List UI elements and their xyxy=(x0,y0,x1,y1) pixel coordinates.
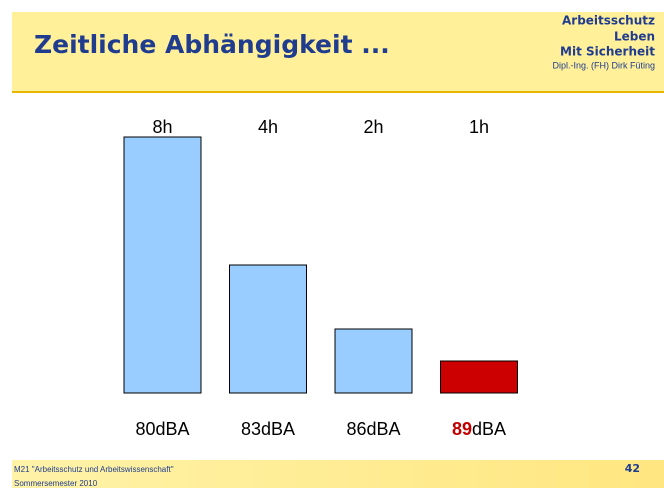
value-label: 2h xyxy=(363,117,383,137)
category-label: 83dBA xyxy=(241,419,295,439)
slide-title: Zeitliche Abhängigkeit ... xyxy=(34,30,390,59)
category-label: 89dBA xyxy=(452,419,506,439)
footer-course: M21 "Arbeitsschutz und Arbeitswissenscha… xyxy=(14,465,174,474)
value-label: 1h xyxy=(469,117,489,137)
brand-line: Leben xyxy=(614,30,655,44)
bar xyxy=(229,264,307,394)
chart: 8h 80dBA 4h 83dBA 2h 86dBA 1h 89dBA xyxy=(123,117,518,439)
category-label: 86dBA xyxy=(346,419,400,439)
value-label: 4h xyxy=(258,117,278,137)
category-part: 80dBA xyxy=(135,419,189,439)
brand-line: Mit Sicherheit xyxy=(560,45,655,59)
category-part: dBA xyxy=(472,419,506,439)
value-label: 8h xyxy=(152,117,172,137)
header-rule xyxy=(12,91,664,93)
bar xyxy=(440,360,518,394)
category-part: 83dBA xyxy=(241,419,295,439)
footer-term: Sommersemester 2010 xyxy=(14,479,98,488)
brand-line: Arbeitsschutz xyxy=(562,14,655,28)
category-part: 89 xyxy=(452,419,472,439)
header-band xyxy=(12,12,664,91)
footer-band xyxy=(12,460,664,488)
bar xyxy=(334,328,413,394)
category-label: 80dBA xyxy=(135,419,189,439)
bar xyxy=(123,136,202,394)
author: Dipl.-Ing. (FH) Dirk Füting xyxy=(552,60,655,70)
category-part: 86dBA xyxy=(346,419,400,439)
page-number: 42 xyxy=(625,462,640,475)
